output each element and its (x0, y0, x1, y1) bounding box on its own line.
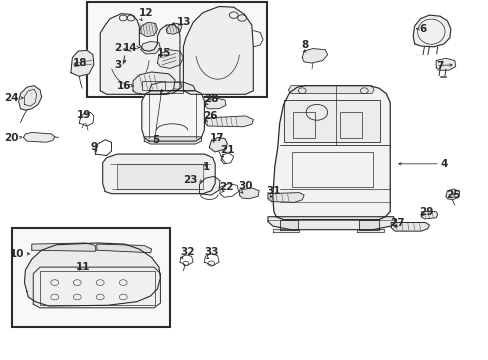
Text: 16: 16 (116, 81, 131, 91)
Polygon shape (166, 23, 182, 34)
Bar (12, 228, 170, 327)
Text: 30: 30 (238, 181, 253, 191)
Polygon shape (267, 217, 394, 230)
Polygon shape (390, 222, 428, 231)
Polygon shape (33, 267, 160, 308)
Polygon shape (359, 220, 378, 230)
Polygon shape (160, 90, 183, 93)
Polygon shape (24, 243, 160, 306)
Text: 13: 13 (177, 17, 191, 27)
Text: 29: 29 (419, 207, 433, 217)
Polygon shape (141, 41, 160, 54)
Polygon shape (19, 86, 41, 110)
Polygon shape (199, 176, 220, 195)
Text: 14: 14 (123, 42, 138, 53)
Text: 33: 33 (204, 247, 219, 257)
Polygon shape (445, 189, 459, 200)
Polygon shape (183, 6, 253, 94)
Text: 19: 19 (77, 109, 91, 120)
Polygon shape (209, 138, 227, 152)
Text: 28: 28 (204, 94, 219, 104)
Polygon shape (23, 132, 55, 142)
Polygon shape (133, 72, 175, 94)
Polygon shape (356, 229, 383, 232)
Polygon shape (157, 50, 183, 68)
Text: 9: 9 (90, 142, 98, 152)
Polygon shape (435, 58, 455, 70)
Text: 15: 15 (156, 48, 171, 58)
Polygon shape (283, 100, 380, 142)
Text: 22: 22 (219, 181, 233, 192)
Polygon shape (102, 154, 215, 194)
Polygon shape (142, 91, 204, 141)
Text: 2: 2 (114, 42, 121, 53)
Polygon shape (272, 86, 389, 220)
Text: 11: 11 (76, 262, 90, 272)
Text: 3: 3 (114, 60, 121, 70)
Text: 32: 32 (180, 247, 194, 257)
Text: 10: 10 (10, 249, 24, 259)
Polygon shape (267, 193, 304, 202)
Text: 21: 21 (220, 145, 234, 155)
Text: 1: 1 (203, 162, 210, 172)
Polygon shape (100, 14, 180, 94)
Text: 26: 26 (203, 111, 217, 121)
Polygon shape (302, 49, 327, 63)
Polygon shape (205, 98, 225, 109)
Text: 24: 24 (4, 93, 19, 103)
Polygon shape (272, 229, 299, 232)
Polygon shape (117, 164, 203, 189)
Text: 5: 5 (152, 135, 160, 145)
Polygon shape (97, 244, 151, 253)
Polygon shape (239, 188, 259, 199)
Text: 31: 31 (266, 186, 281, 196)
Polygon shape (149, 82, 195, 91)
Text: 17: 17 (210, 133, 224, 143)
Text: 27: 27 (389, 217, 404, 228)
Polygon shape (412, 15, 450, 47)
Polygon shape (139, 22, 157, 37)
Text: 8: 8 (301, 40, 308, 50)
Polygon shape (279, 220, 298, 230)
Polygon shape (32, 243, 95, 251)
Polygon shape (421, 212, 437, 219)
Polygon shape (288, 86, 373, 94)
Text: 23: 23 (183, 175, 198, 185)
Text: 25: 25 (445, 190, 460, 200)
Bar (87, 2, 266, 97)
Text: 18: 18 (72, 58, 87, 68)
Text: 12: 12 (138, 8, 153, 18)
Polygon shape (144, 137, 201, 144)
Text: 7: 7 (435, 60, 443, 71)
Polygon shape (71, 50, 94, 76)
Text: 6: 6 (419, 24, 426, 34)
Polygon shape (205, 116, 253, 127)
Text: 4: 4 (439, 159, 447, 169)
Text: 20: 20 (4, 132, 19, 143)
